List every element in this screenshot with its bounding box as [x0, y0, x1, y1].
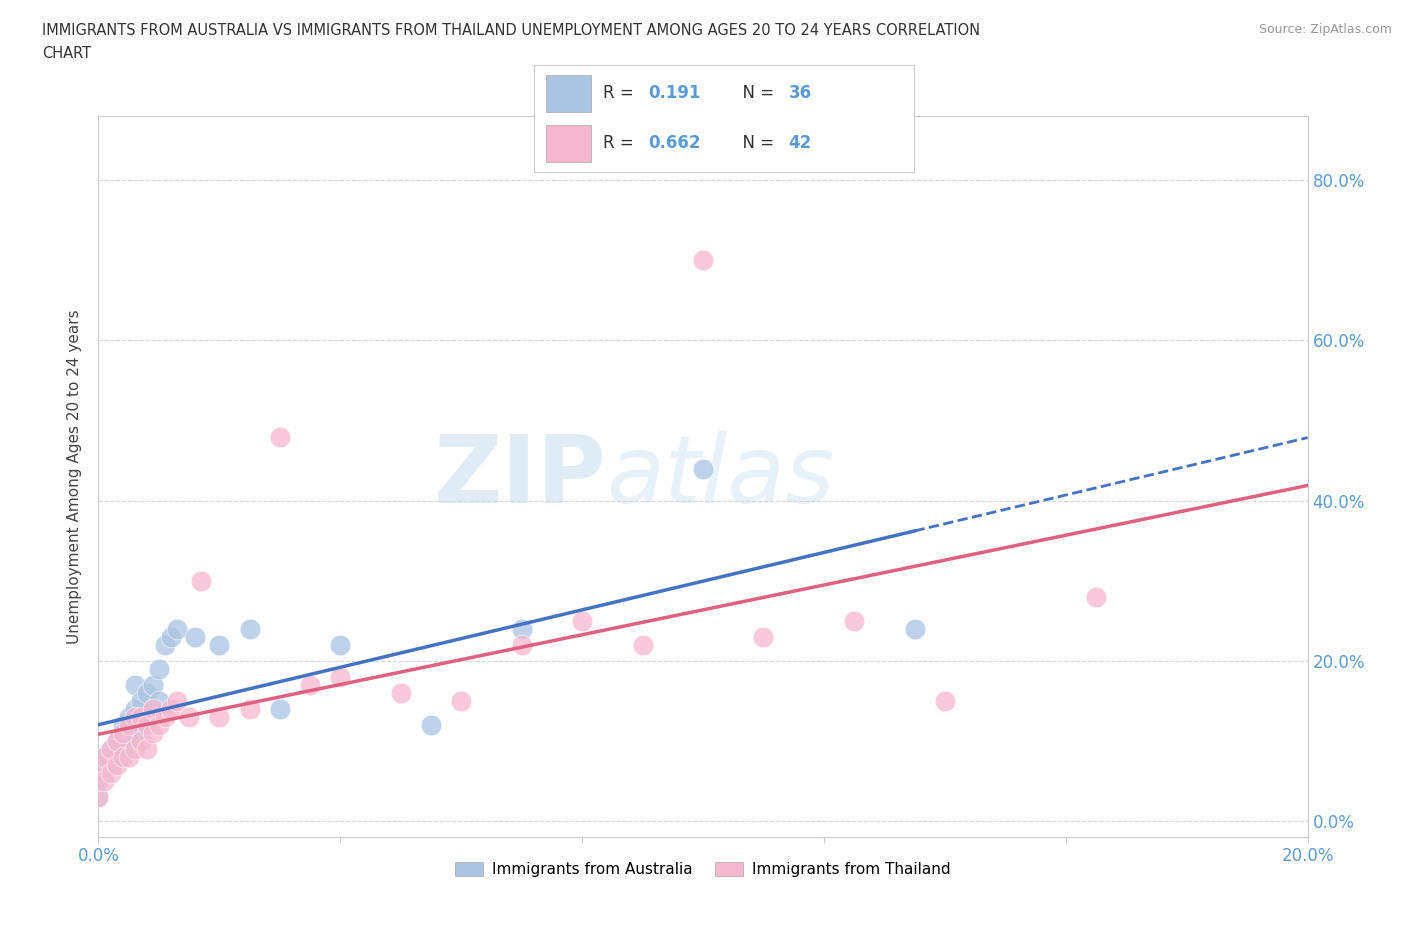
- Point: [105, 734, 128, 749]
- Point: [135, 685, 157, 700]
- Legend: Immigrants from Australia, Immigrants from Thailand: Immigrants from Australia, Immigrants fr…: [449, 856, 957, 884]
- Point: [118, 734, 141, 749]
- Point: [118, 750, 141, 764]
- Point: [571, 614, 593, 629]
- Point: [135, 710, 157, 724]
- Point: [135, 741, 157, 756]
- Point: [692, 461, 714, 476]
- Y-axis label: Unemployment Among Ages 20 to 24 years: Unemployment Among Ages 20 to 24 years: [67, 310, 83, 644]
- Point: [100, 741, 122, 756]
- Point: [166, 694, 188, 709]
- Point: [153, 637, 176, 652]
- Text: 0.662: 0.662: [648, 134, 700, 153]
- Point: [160, 630, 183, 644]
- Point: [329, 670, 352, 684]
- FancyBboxPatch shape: [546, 74, 591, 113]
- Text: N =: N =: [731, 84, 779, 102]
- Text: N =: N =: [731, 134, 779, 153]
- Point: [124, 677, 146, 692]
- Text: IMMIGRANTS FROM AUSTRALIA VS IMMIGRANTS FROM THAILAND UNEMPLOYMENT AMONG AGES 20: IMMIGRANTS FROM AUSTRALIA VS IMMIGRANTS …: [42, 23, 980, 38]
- Text: atlas: atlas: [606, 432, 835, 522]
- Point: [93, 750, 115, 764]
- Point: [87, 757, 110, 772]
- Point: [142, 677, 165, 692]
- FancyBboxPatch shape: [546, 125, 591, 163]
- Point: [87, 790, 110, 804]
- Text: 36: 36: [789, 84, 811, 102]
- Point: [934, 694, 956, 709]
- Text: 42: 42: [789, 134, 811, 153]
- Point: [124, 725, 146, 740]
- Point: [87, 774, 110, 789]
- Point: [420, 717, 443, 732]
- Text: 0.191: 0.191: [648, 84, 700, 102]
- Point: [239, 621, 262, 636]
- Point: [100, 765, 122, 780]
- Point: [118, 710, 141, 724]
- Point: [450, 694, 472, 709]
- Point: [135, 717, 157, 732]
- Point: [87, 774, 110, 789]
- Point: [904, 621, 927, 636]
- Point: [118, 717, 141, 732]
- Point: [153, 710, 176, 724]
- Point: [389, 685, 412, 700]
- Point: [148, 694, 170, 709]
- Point: [100, 757, 122, 772]
- Point: [329, 637, 352, 652]
- Text: R =: R =: [603, 84, 644, 102]
- Point: [631, 637, 654, 652]
- Text: Source: ZipAtlas.com: Source: ZipAtlas.com: [1258, 23, 1392, 36]
- Point: [93, 750, 115, 764]
- Point: [148, 661, 170, 676]
- Point: [299, 677, 322, 692]
- Point: [93, 774, 115, 789]
- Point: [1085, 590, 1108, 604]
- Point: [752, 630, 775, 644]
- Point: [105, 734, 128, 749]
- Point: [269, 429, 291, 444]
- Point: [111, 741, 134, 756]
- Point: [111, 750, 134, 764]
- Point: [124, 701, 146, 716]
- Point: [129, 694, 152, 709]
- Point: [124, 710, 146, 724]
- Point: [142, 701, 165, 716]
- Point: [510, 621, 533, 636]
- Text: ZIP: ZIP: [433, 431, 606, 523]
- Point: [239, 701, 262, 716]
- Point: [111, 717, 134, 732]
- Point: [190, 573, 212, 588]
- Point: [269, 701, 291, 716]
- Point: [208, 710, 231, 724]
- Point: [105, 757, 128, 772]
- Point: [129, 734, 152, 749]
- Point: [100, 741, 122, 756]
- Point: [160, 701, 183, 716]
- Point: [148, 717, 170, 732]
- Point: [510, 637, 533, 652]
- Point: [844, 614, 866, 629]
- Point: [179, 710, 201, 724]
- Point: [142, 725, 165, 740]
- Point: [184, 630, 207, 644]
- Point: [87, 757, 110, 772]
- Point: [129, 717, 152, 732]
- Point: [124, 741, 146, 756]
- Point: [111, 725, 134, 740]
- Point: [692, 253, 714, 268]
- Text: CHART: CHART: [42, 46, 91, 61]
- Point: [142, 701, 165, 716]
- Point: [93, 765, 115, 780]
- Point: [129, 710, 152, 724]
- Point: [87, 790, 110, 804]
- Text: R =: R =: [603, 134, 638, 153]
- Point: [166, 621, 188, 636]
- Point: [105, 750, 128, 764]
- Point: [208, 637, 231, 652]
